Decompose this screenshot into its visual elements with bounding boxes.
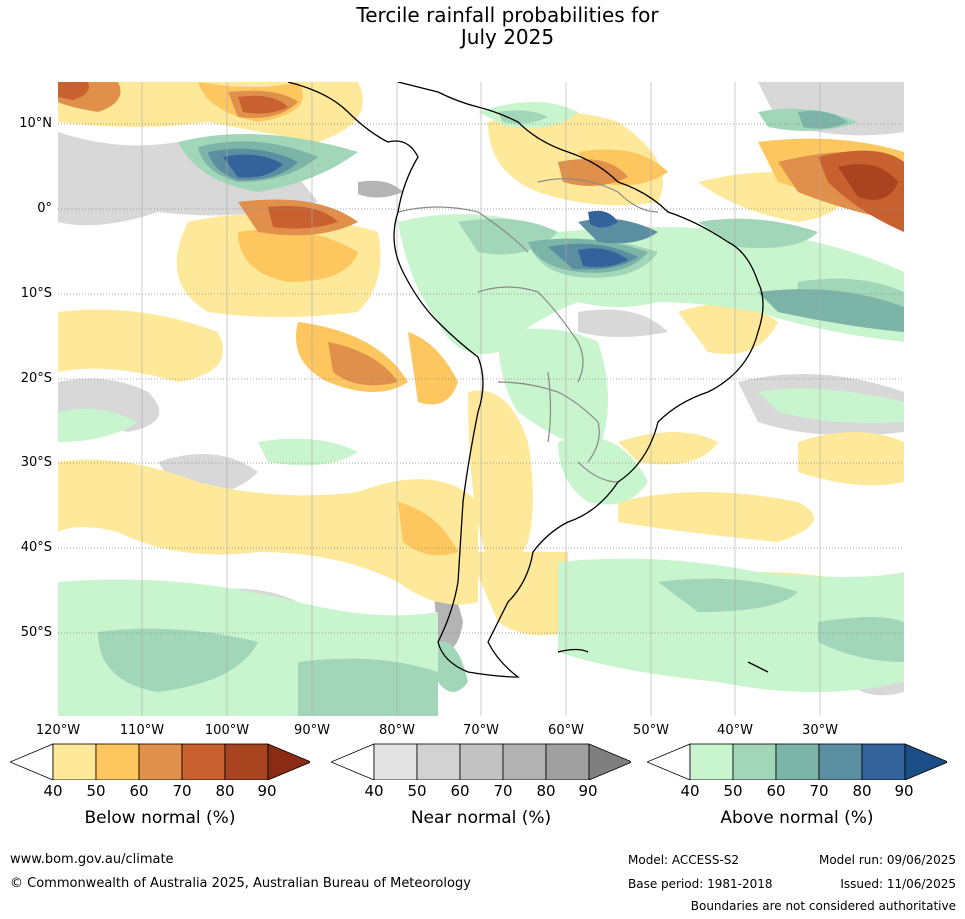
lat-label-10s: 10°S bbox=[20, 286, 52, 301]
colorbar-segment bbox=[95, 743, 140, 781]
near-tick-60: 60 bbox=[450, 782, 470, 800]
colorbar-high-extend bbox=[588, 743, 634, 781]
colorbar-segment bbox=[224, 743, 269, 781]
below-normal-title: Below normal (%) bbox=[84, 808, 236, 828]
near-tick-40: 40 bbox=[364, 782, 384, 800]
below-tick-80: 80 bbox=[215, 782, 235, 800]
lat-label-50s: 50°S bbox=[20, 625, 52, 640]
colorbar-near-normal bbox=[329, 740, 634, 784]
colorbar-segment bbox=[52, 743, 97, 781]
title-line-2: July 2025 bbox=[460, 25, 555, 49]
colorbar-segment bbox=[416, 743, 461, 781]
map-title: Tercile rainfall probabilities for July … bbox=[0, 4, 965, 48]
colorbar-segment bbox=[775, 743, 820, 781]
above-tick-90: 90 bbox=[894, 782, 914, 800]
lon-label-100w: 100°W bbox=[204, 723, 250, 738]
colorbar-high-extend bbox=[904, 743, 950, 781]
above-tick-70: 70 bbox=[809, 782, 829, 800]
lat-label-40s: 40°S bbox=[20, 540, 52, 555]
model-text: Model: ACCESS-S2 bbox=[628, 853, 740, 867]
above-tick-80: 80 bbox=[852, 782, 872, 800]
model-run-text: Model run: 09/06/2025 bbox=[818, 853, 956, 867]
near-normal-title: Near normal (%) bbox=[410, 808, 552, 828]
colorbar-above-normal bbox=[645, 740, 950, 784]
lat-label-30s: 30°S bbox=[20, 455, 52, 470]
lon-label-30w: 30°W bbox=[802, 723, 838, 738]
near-tick-70: 70 bbox=[493, 782, 513, 800]
colorbar-low-extend bbox=[329, 743, 375, 781]
issued-text: Issued: 11/06/2025 bbox=[840, 877, 956, 891]
base-period-text: Base period: 1981-2018 bbox=[628, 877, 773, 891]
title-line-1: Tercile rainfall probabilities for bbox=[356, 3, 659, 27]
colorbar-segment bbox=[181, 743, 226, 781]
copyright-text: © Commonwealth of Australia 2025, Austra… bbox=[10, 876, 471, 891]
colorbar-low-extend bbox=[8, 743, 54, 781]
near-tick-80: 80 bbox=[536, 782, 556, 800]
colorbar-low-extend bbox=[645, 743, 691, 781]
lat-label-0: 0° bbox=[37, 201, 52, 216]
below-tick-70: 70 bbox=[172, 782, 192, 800]
probability-map bbox=[58, 82, 904, 716]
colorbar-high-extend bbox=[267, 743, 313, 781]
below-tick-90: 90 bbox=[257, 782, 277, 800]
above-tick-60: 60 bbox=[766, 782, 786, 800]
disclaimer-text: Boundaries are not considered authoritat… bbox=[690, 899, 956, 913]
colorbar-segment bbox=[861, 743, 906, 781]
colorbar-segment bbox=[138, 743, 183, 781]
colorbar-segment bbox=[459, 743, 504, 781]
lon-label-70w: 70°W bbox=[463, 723, 499, 738]
lon-label-50w: 50°W bbox=[633, 723, 669, 738]
below-tick-60: 60 bbox=[129, 782, 149, 800]
colorbar-segment bbox=[502, 743, 547, 781]
lon-label-40w: 40°W bbox=[717, 723, 753, 738]
lat-label-20s: 20°S bbox=[20, 371, 52, 386]
above-normal-title: Above normal (%) bbox=[720, 808, 874, 828]
lat-label-10n: 10°N bbox=[19, 116, 52, 131]
colorbar-segment bbox=[732, 743, 777, 781]
colorbar-segment bbox=[689, 743, 734, 781]
above-tick-50: 50 bbox=[723, 782, 743, 800]
near-tick-50: 50 bbox=[407, 782, 427, 800]
colorbar-segment bbox=[545, 743, 590, 781]
near-tick-90: 90 bbox=[578, 782, 598, 800]
lon-label-80w: 80°W bbox=[379, 723, 415, 738]
colorbar-segment bbox=[818, 743, 863, 781]
below-tick-40: 40 bbox=[43, 782, 63, 800]
lon-label-90w: 90°W bbox=[294, 723, 330, 738]
colorbar-segment bbox=[373, 743, 418, 781]
colorbar-below-normal bbox=[8, 740, 313, 784]
above-tick-40: 40 bbox=[680, 782, 700, 800]
lon-label-120w: 120°W bbox=[35, 723, 81, 738]
lon-label-60w: 60°W bbox=[548, 723, 584, 738]
website-link[interactable]: www.bom.gov.au/climate bbox=[10, 852, 174, 867]
below-tick-50: 50 bbox=[86, 782, 106, 800]
lon-label-110w: 110°W bbox=[119, 723, 165, 738]
